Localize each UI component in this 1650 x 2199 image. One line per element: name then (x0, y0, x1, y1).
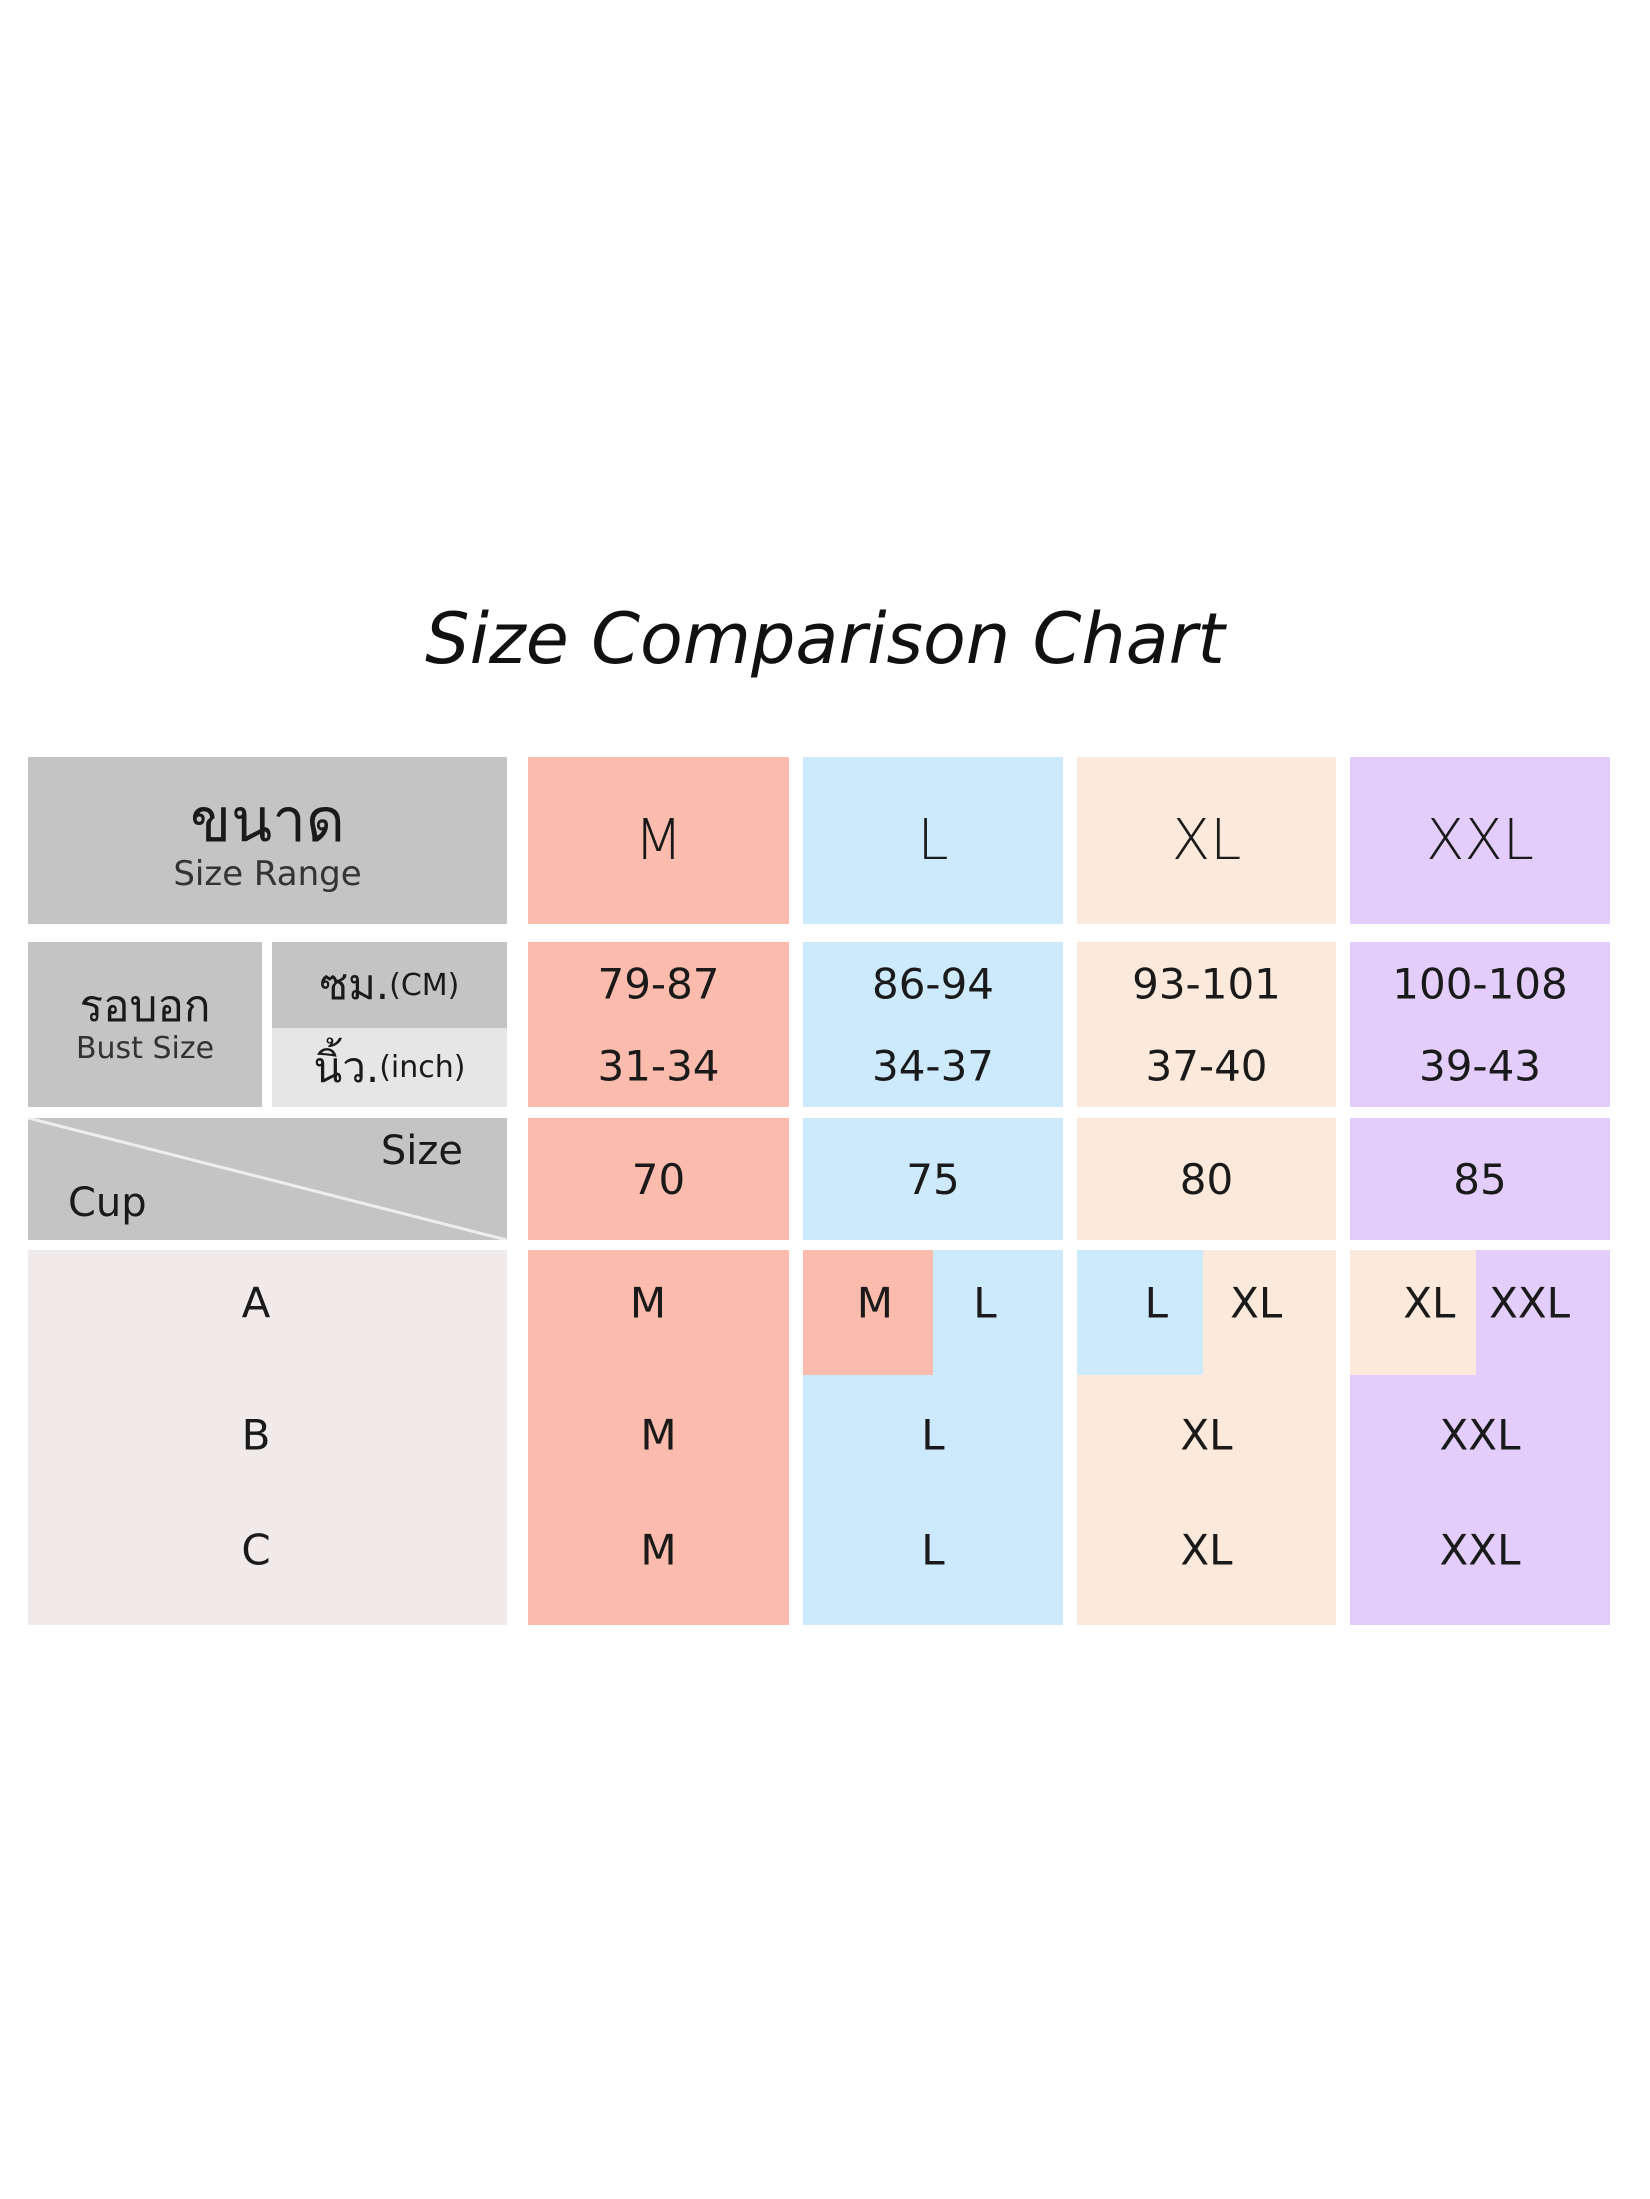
cup-a-size-larger: XL (1230, 1278, 1283, 1328)
cm-label: (CM) (389, 967, 460, 1003)
bust-label: Bust Size (75, 1031, 215, 1066)
size-name: L (917, 808, 949, 873)
cup-sizes-m: M M M (528, 1250, 789, 1625)
band-value: 75 (906, 1154, 960, 1204)
chart-title: Size Comparison Chart (425, 598, 1225, 680)
cup-b-size: XXL (1439, 1410, 1521, 1460)
inch-thai: นิ้ว. (313, 1042, 380, 1092)
cup-a-size-larger: L (973, 1278, 997, 1328)
cup-b-size: L (921, 1410, 945, 1460)
cup-b-size: XL (1180, 1410, 1233, 1460)
size-header-xxl: XXL (1350, 757, 1610, 924)
inch-label: (inch) (379, 1050, 466, 1085)
bust-cm-value: 79-87 (597, 959, 720, 1009)
bust-cm-value: 86-94 (871, 959, 995, 1009)
size-header-m: M (528, 757, 789, 924)
band-value: 80 (1179, 1154, 1234, 1204)
size-name: M (634, 808, 683, 873)
cup-a-overlap (1077, 1250, 1203, 1375)
bust-inch-value: 39-43 (1418, 1041, 1542, 1091)
cup-column: A B C (28, 1250, 507, 1625)
size-name: XL (1171, 808, 1242, 873)
size-header-l: L (803, 757, 1063, 924)
band-size-xl: 80 (1077, 1118, 1336, 1240)
cup-a-size-smaller: XL (1403, 1278, 1456, 1328)
bust-cm-value: 93-101 (1132, 959, 1281, 1009)
band-value: 85 (1453, 1154, 1507, 1204)
bust-values-m: 79-87 31-34 (528, 942, 789, 1107)
bust-inch-value: 31-34 (597, 1041, 720, 1091)
bust-cm-value: 100-108 (1392, 959, 1568, 1009)
inch-unit-label: นิ้ว. (inch) (272, 1028, 507, 1107)
diagonal-divider (28, 1118, 507, 1240)
cup-a-size-smaller: M (856, 1278, 894, 1328)
cm-thai: ซม. (319, 960, 390, 1009)
cup-c: C (241, 1525, 271, 1575)
cup-sizes-xl: L XL XL XL (1077, 1250, 1336, 1625)
size-label: Size (380, 1128, 463, 1174)
bust-values-l: 86-94 34-37 (803, 942, 1063, 1107)
bust-values-xxl: 100-108 39-43 (1350, 942, 1610, 1107)
cup-a: A (241, 1278, 271, 1328)
cup-b-size: M (640, 1410, 677, 1460)
cup-a-size-larger: XXL (1489, 1278, 1571, 1328)
size-header-xl: XL (1077, 757, 1336, 924)
band-value: 70 (631, 1154, 686, 1204)
size-range-label: Size Range (173, 853, 362, 894)
cup-c-size: M (640, 1525, 677, 1575)
bust-size-header: รอบอก Bust Size (28, 942, 262, 1107)
size-cup-header: Size Cup (28, 1118, 507, 1240)
bust-inch-value: 34-37 (871, 1041, 995, 1091)
cup-c-size: L (921, 1525, 945, 1575)
cm-unit-label: ซม. (CM) (272, 942, 507, 1028)
cup-c-size: XXL (1439, 1525, 1521, 1575)
cup-sizes-l: M L L L (803, 1250, 1063, 1625)
cup-a-size-smaller: L (1144, 1278, 1169, 1328)
bust-inch-value: 37-40 (1145, 1041, 1268, 1091)
cup-b: B (241, 1410, 271, 1460)
cup-a-size: M (629, 1278, 667, 1328)
band-size-xxl: 85 (1350, 1118, 1610, 1240)
cup-label: Cup (68, 1180, 147, 1226)
cup-a-overlap (803, 1250, 933, 1375)
band-size-m: 70 (528, 1118, 789, 1240)
band-size-l: 75 (803, 1118, 1063, 1240)
cup-c-size: XL (1180, 1525, 1233, 1575)
size-name: XXL (1426, 808, 1534, 873)
cup-a-overlap (1350, 1250, 1476, 1375)
bust-values-xl: 93-101 37-40 (1077, 942, 1336, 1107)
size-range-header: ขนาด Size Range (28, 757, 507, 924)
bust-thai: รอบอก (79, 981, 211, 1032)
cup-sizes-xxl: XL XXL XXL XXL (1350, 1250, 1610, 1625)
size-range-thai: ขนาด (190, 785, 345, 856)
